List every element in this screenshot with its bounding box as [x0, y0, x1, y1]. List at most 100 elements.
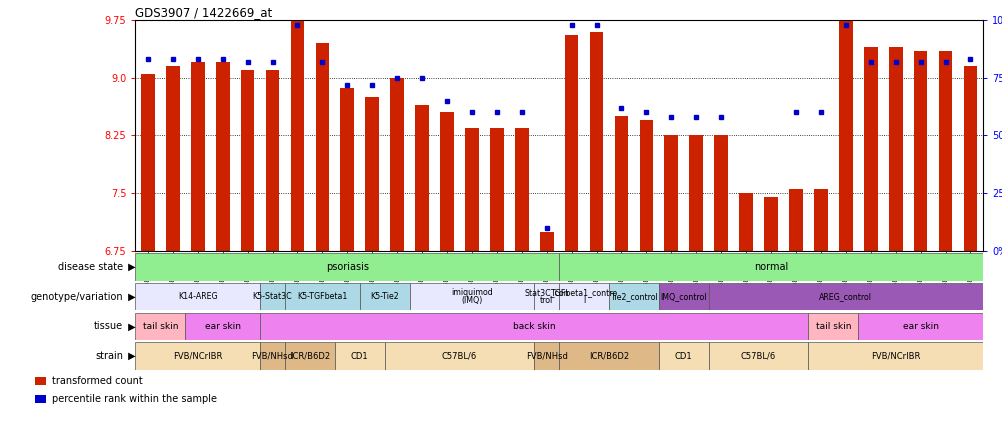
Bar [708, 283, 982, 310]
Bar [385, 342, 534, 370]
Text: disease state: disease state [58, 262, 123, 272]
Bar [614, 116, 627, 251]
Text: ICR/B6D2: ICR/B6D2 [588, 352, 628, 361]
Bar [35, 395, 46, 404]
Bar [285, 342, 335, 370]
Bar [165, 66, 179, 251]
Text: ear skin: ear skin [902, 322, 938, 331]
Bar [335, 342, 385, 370]
Text: percentile rank within the sample: percentile rank within the sample [52, 394, 216, 404]
Bar [534, 283, 559, 310]
Bar [688, 135, 702, 251]
Bar [365, 97, 379, 251]
Bar [360, 283, 409, 310]
Text: C57BL/6: C57BL/6 [442, 352, 477, 361]
Text: tissue: tissue [94, 321, 123, 331]
Text: back skin: back skin [512, 322, 555, 331]
Text: Stat3C_con
trol: Stat3C_con trol [524, 288, 568, 305]
Bar [135, 253, 559, 281]
Bar [708, 342, 808, 370]
Text: ▶: ▶ [125, 292, 136, 301]
Bar [440, 112, 453, 251]
Bar [135, 313, 185, 340]
Text: TGFbeta1_contro
l: TGFbeta1_contro l [550, 288, 617, 305]
Bar [409, 283, 534, 310]
Bar [340, 88, 354, 251]
Text: C57BL/6: C57BL/6 [740, 352, 776, 361]
Bar [135, 342, 260, 370]
Bar [738, 193, 753, 251]
Text: FVB/NCrIBR: FVB/NCrIBR [870, 352, 920, 361]
Bar [608, 283, 658, 310]
Bar [260, 342, 285, 370]
Bar [713, 135, 727, 251]
Bar [814, 189, 827, 251]
Text: K5-Tie2: K5-Tie2 [370, 292, 399, 301]
Text: FVB/NHsd: FVB/NHsd [252, 352, 294, 361]
Bar [539, 232, 553, 251]
Text: CD1: CD1 [674, 352, 692, 361]
Text: AREG_control: AREG_control [819, 292, 872, 301]
Bar [465, 128, 478, 251]
Text: genotype/variation: genotype/variation [31, 292, 123, 301]
Text: Tie2_control: Tie2_control [609, 292, 657, 301]
Text: transformed count: transformed count [52, 376, 142, 386]
Bar [190, 62, 204, 251]
Bar [514, 128, 528, 251]
Text: ▶: ▶ [125, 321, 136, 331]
Bar [858, 313, 982, 340]
Bar [559, 283, 608, 310]
Bar [185, 313, 260, 340]
Bar [658, 342, 708, 370]
Bar [534, 342, 559, 370]
Bar [260, 283, 285, 310]
Bar [888, 47, 902, 251]
Bar [589, 32, 603, 251]
Bar [764, 197, 778, 251]
Text: FVB/NHsd: FVB/NHsd [525, 352, 567, 361]
Text: IMQ_control: IMQ_control [660, 292, 706, 301]
Bar [863, 47, 877, 251]
Bar [266, 70, 280, 251]
Text: K14-AREG: K14-AREG [177, 292, 217, 301]
Bar [285, 283, 360, 310]
Bar [559, 253, 982, 281]
Text: strain: strain [95, 351, 123, 361]
Text: tail skin: tail skin [142, 322, 178, 331]
Bar [35, 377, 46, 385]
Text: ICR/B6D2: ICR/B6D2 [290, 352, 330, 361]
Text: K5-TGFbeta1: K5-TGFbeta1 [297, 292, 348, 301]
Bar [490, 128, 503, 251]
Text: tail skin: tail skin [815, 322, 851, 331]
Bar [913, 51, 927, 251]
Bar [215, 62, 229, 251]
Bar [260, 313, 808, 340]
Bar [808, 342, 982, 370]
Text: GDS3907 / 1422669_at: GDS3907 / 1422669_at [135, 6, 273, 19]
Bar [390, 78, 404, 251]
Text: ▶: ▶ [125, 262, 136, 272]
Bar [291, 20, 304, 251]
Bar [789, 189, 802, 251]
Bar [938, 51, 952, 251]
Bar [135, 283, 260, 310]
Bar [658, 283, 708, 310]
Bar [564, 36, 578, 251]
Text: ▶: ▶ [125, 351, 136, 361]
Text: ear skin: ear skin [204, 322, 240, 331]
Bar [316, 43, 329, 251]
Bar [559, 342, 658, 370]
Bar [141, 74, 154, 251]
Text: K5-Stat3C: K5-Stat3C [253, 292, 292, 301]
Bar [963, 66, 976, 251]
Text: normal: normal [754, 262, 788, 272]
Bar [808, 313, 858, 340]
Bar [838, 20, 852, 251]
Text: imiquimod
(IMQ): imiquimod (IMQ) [451, 288, 492, 305]
Bar [415, 105, 429, 251]
Text: CD1: CD1 [351, 352, 368, 361]
Text: psoriasis: psoriasis [326, 262, 369, 272]
Text: FVB/NCrIBR: FVB/NCrIBR [173, 352, 222, 361]
Bar [639, 120, 652, 251]
Bar [664, 135, 677, 251]
